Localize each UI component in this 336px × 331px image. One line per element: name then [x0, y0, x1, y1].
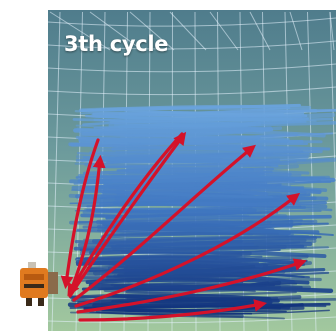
- particle-streak: [80, 154, 310, 163]
- grid-line-horizontal: [47, 17, 336, 27]
- flow-arrow: [74, 192, 301, 308]
- particle-streak: [110, 172, 321, 182]
- flow-arrow: [60, 138, 100, 290]
- particle-streak: [125, 208, 257, 216]
- cycle-label: 3th cycle: [64, 32, 169, 56]
- flow-arrow: [67, 132, 184, 297]
- grid-line-ceiling: [169, 11, 207, 51]
- particle-streak: [89, 309, 330, 316]
- particle-streak: [123, 133, 290, 141]
- particle-streak: [106, 235, 322, 245]
- flow-arrows: [60, 131, 307, 322]
- grid-line-ceiling: [289, 11, 303, 51]
- particle-streak: [123, 138, 248, 145]
- flow-arrow: [72, 144, 256, 302]
- particle-streak: [124, 108, 305, 116]
- flow-arrow: [78, 299, 268, 322]
- particle-streak: [69, 199, 290, 205]
- grid-line-ceiling: [129, 11, 175, 51]
- particle-streak: [106, 271, 330, 281]
- grid-line-horizontal: [47, 316, 336, 324]
- particle-streak: [108, 120, 336, 128]
- particle-streak: [85, 114, 284, 121]
- grid-line-ceiling: [249, 11, 271, 51]
- flow-arrow: [68, 131, 187, 298]
- particle-streak: [111, 159, 281, 164]
- grid-line-horizontal: [47, 63, 336, 73]
- particle-streak: [92, 300, 264, 305]
- particle-streak: [76, 260, 264, 268]
- grid-line-ceiling: [89, 11, 143, 51]
- flow-arrow: [76, 258, 307, 314]
- particle-streak: [84, 157, 336, 169]
- grid-line-horizontal: [47, 40, 336, 50]
- particle-streak: [79, 106, 318, 113]
- particle-streak: [84, 252, 243, 262]
- particle-streak: [79, 245, 287, 256]
- particle-streak: [123, 271, 310, 279]
- grid-line-ceiling: [209, 11, 239, 51]
- flow-arrow: [70, 154, 106, 290]
- grid-line-horizontal: [47, 86, 336, 96]
- grid-line-ceiling: [329, 11, 335, 51]
- grid-line-ceiling: [49, 11, 111, 51]
- top-margin: [0, 0, 336, 10]
- grid-line-vertical: [329, 11, 336, 220]
- particle-streak: [91, 145, 301, 154]
- particle-streak: [71, 183, 328, 193]
- particle-streak: [95, 218, 259, 228]
- particle-streak: [114, 225, 320, 235]
- vacuum-robot-icon: [20, 262, 58, 306]
